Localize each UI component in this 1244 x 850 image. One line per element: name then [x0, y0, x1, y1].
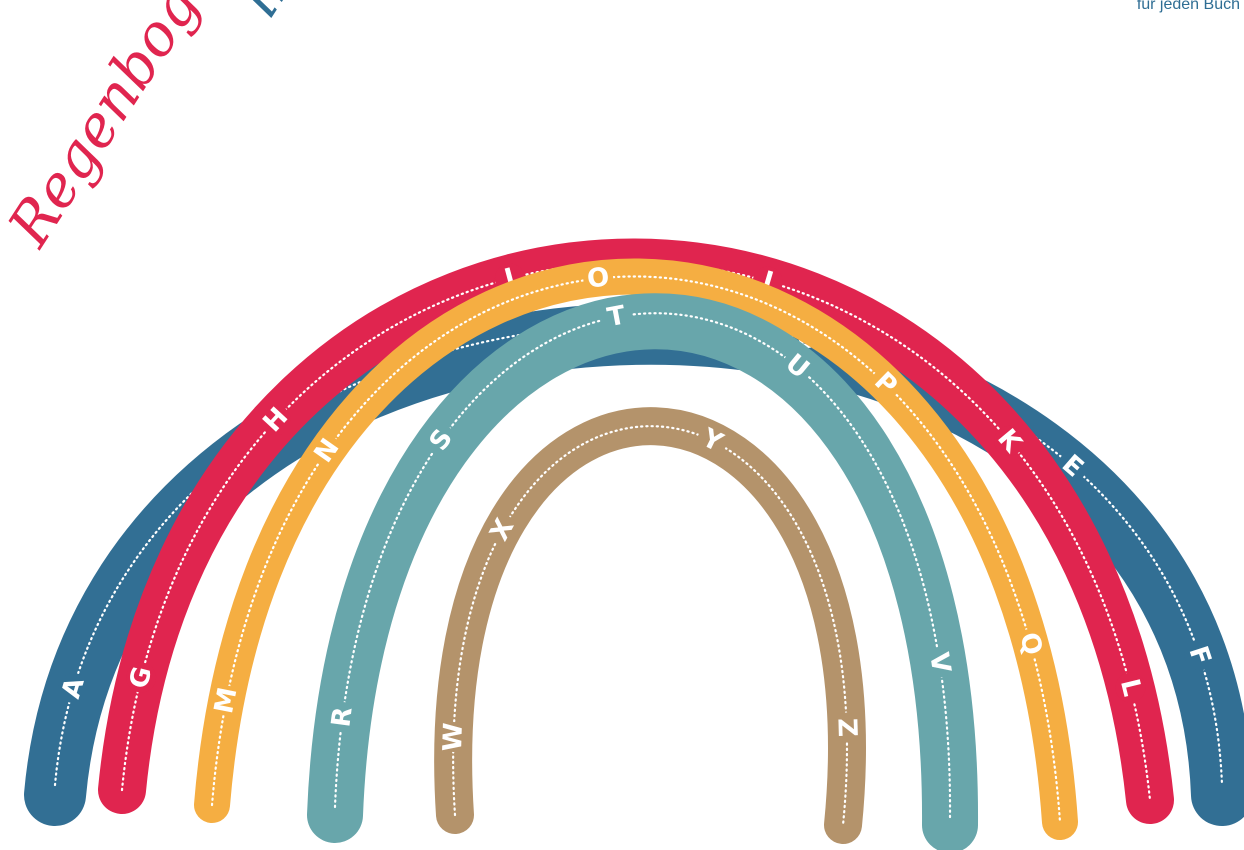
- letter-v: V: [923, 650, 956, 674]
- letter-gap: [426, 425, 457, 456]
- letter-gap: [583, 263, 614, 294]
- dotted-writing-line: [452, 425, 849, 827]
- title-part-2: linge: [225, 0, 361, 28]
- title-script-tail: linge: [225, 0, 361, 28]
- dotted-writing-line: [53, 322, 1224, 787]
- letter-gap: [211, 685, 242, 716]
- letter-gap: [58, 673, 89, 704]
- letter-t: T: [605, 300, 628, 333]
- letter-gap: [782, 351, 813, 382]
- letter-gap: [1184, 640, 1215, 671]
- title-script: Regenbogen-Lieb: [0, 0, 333, 258]
- subtitle-text: für jeden Buch: [1136, 0, 1240, 13]
- letter-gap: [994, 425, 1025, 456]
- letter-gap: [260, 405, 291, 436]
- rainbow-arc-teal: [307, 293, 979, 850]
- title-part-1: Regenbogen-Lieb: [0, 0, 333, 258]
- letter-gap: [487, 514, 518, 545]
- rainbow-arc-brown: [434, 407, 866, 844]
- letter-gap: [1057, 451, 1088, 482]
- letter-gap: [126, 662, 157, 693]
- dotted-writing-line: [120, 261, 1152, 802]
- letter-w: W: [438, 722, 469, 752]
- letter-gap: [870, 368, 901, 399]
- letter-gap: [601, 301, 632, 332]
- letter-gap: [1015, 628, 1046, 659]
- letter-gap: [312, 435, 343, 466]
- letter-r: R: [326, 705, 358, 729]
- letter-gap: [1115, 672, 1146, 703]
- letter-gap: [697, 425, 728, 456]
- letter-o: O: [586, 262, 611, 294]
- letter-gap: [327, 701, 358, 732]
- letter-m: M: [209, 685, 243, 716]
- letter-gap: [831, 712, 862, 743]
- letter-l: L: [1114, 676, 1147, 699]
- letter-gap: [924, 647, 955, 678]
- dotted-writing-line: [333, 312, 952, 819]
- letter-z: Z: [831, 718, 862, 738]
- letter-gap: [438, 721, 469, 752]
- dotted-writing-line: [210, 275, 1062, 824]
